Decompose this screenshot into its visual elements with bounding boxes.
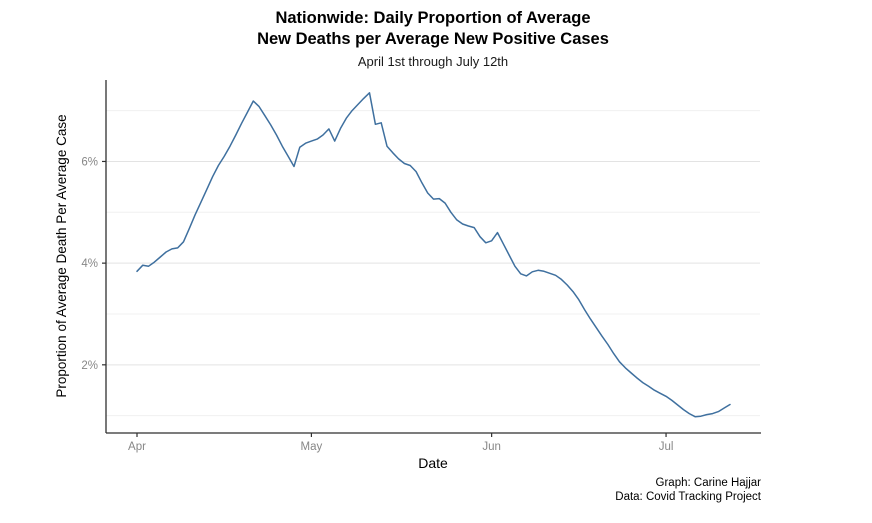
- x-tick-label-Apr: Apr: [128, 441, 146, 453]
- y-axis-title: Proportion of Average Death Per Average …: [54, 114, 69, 397]
- x-tick-label-Jul: Jul: [659, 441, 674, 453]
- x-axis-title: Date: [418, 455, 448, 471]
- chart-title-line1: Nationwide: Daily Proportion of Average: [275, 9, 590, 27]
- caption-line1: Graph: Carine Hajjar: [656, 477, 762, 489]
- x-tick-label-May: May: [301, 441, 323, 453]
- chart-subtitle: April 1st through July 12th: [358, 54, 508, 69]
- y-tick-label-4pct: 4%: [81, 258, 98, 270]
- data-line: [136, 92, 731, 418]
- generated-plot-layer: 2% 4% 6% Apr May Jun Jul: [81, 80, 761, 453]
- chart-title-line2: New Deaths per Average New Positive Case…: [257, 30, 609, 48]
- caption-line2: Data: Covid Tracking Project: [615, 491, 762, 503]
- x-tick-label-Jun: Jun: [482, 441, 501, 453]
- y-tick-label-6pct: 6%: [81, 156, 98, 168]
- y-tick-label-2pct: 2%: [81, 360, 98, 372]
